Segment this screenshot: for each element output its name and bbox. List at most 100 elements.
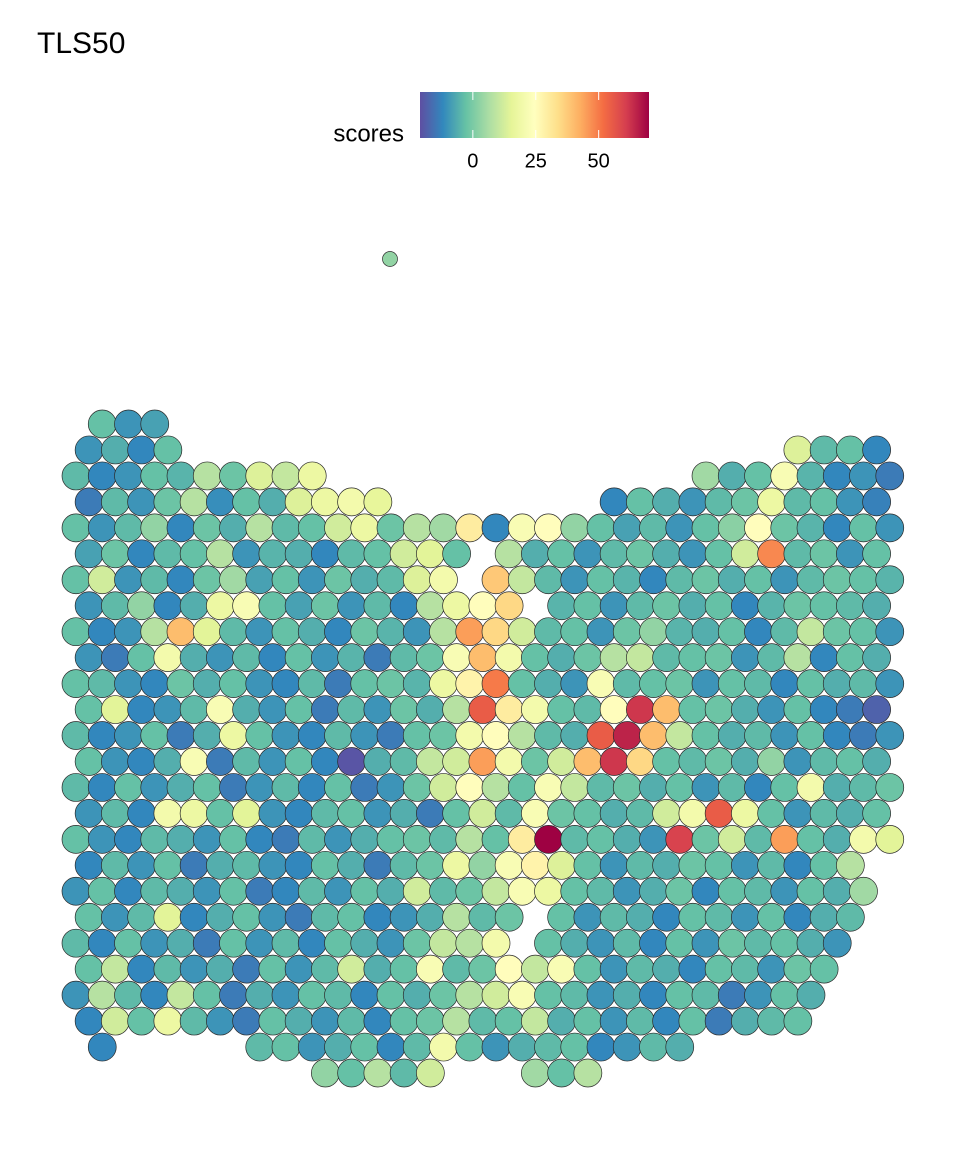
spot [822,461,852,491]
spot [678,850,708,880]
spot [206,487,235,517]
spot [757,954,786,984]
spot [429,565,458,595]
spot [665,825,695,854]
spot [232,539,261,569]
spot [389,643,419,672]
spot [271,721,301,750]
spot [481,980,511,1010]
spot [87,825,117,854]
spot [232,591,261,621]
spot [350,980,380,1010]
spot [639,928,668,958]
spot [376,721,406,750]
spot [271,825,301,854]
spot [691,980,721,1010]
spot [822,928,852,958]
spot [166,825,196,854]
spot [652,695,681,724]
spot [783,954,813,984]
spot [219,617,248,647]
spot [770,928,800,958]
spot [140,669,170,698]
spot [481,617,511,647]
spot [192,669,222,698]
spot [560,1032,590,1062]
spot [862,747,891,776]
spot [731,487,760,517]
spot [140,409,170,439]
spot [731,1006,760,1036]
spot [652,850,681,880]
spot [284,850,314,880]
spot [481,669,511,698]
spot [416,902,445,932]
spot [429,617,458,647]
spot [324,876,353,906]
spot [494,643,524,672]
spot [140,876,170,906]
spot [494,850,524,880]
spot [101,487,130,517]
spot [849,513,878,543]
spot [219,928,248,958]
spot [311,1058,340,1088]
spot [284,902,314,932]
spot [691,773,721,802]
spot [179,1006,209,1036]
spot [809,850,839,880]
spot [665,773,695,802]
spot [337,591,366,621]
spot [586,773,616,802]
spot [166,513,196,543]
spot [665,721,695,750]
spot [534,825,563,854]
spot [114,773,143,802]
spot [402,617,432,647]
spot [547,799,576,828]
spot [796,461,826,491]
spot [704,591,734,621]
spot [455,1032,485,1062]
spot [363,591,393,621]
spot [402,669,432,698]
spot [849,721,878,750]
spot [717,825,747,854]
spot [783,487,813,517]
spot [809,799,839,828]
spot [258,747,288,776]
spot [297,928,327,958]
spot [324,1032,353,1062]
spot [153,954,183,984]
spot [678,799,708,828]
spot [258,539,288,569]
spot [731,850,760,880]
spot [573,799,603,828]
spot [836,435,865,465]
spot [455,980,485,1010]
spot [297,825,327,854]
spot [586,565,616,595]
spot [61,721,91,750]
spot [875,461,905,491]
spot [271,669,301,698]
spot [166,461,196,491]
spot [560,513,590,543]
spot [612,1032,642,1062]
spot [416,799,445,828]
spot [324,513,353,543]
spot [586,617,616,647]
spot [206,799,235,828]
spot [153,799,183,828]
spot [232,799,261,828]
spot [468,954,498,984]
spot [416,747,445,776]
spot [744,980,773,1010]
spot [337,799,366,828]
spot [429,980,458,1010]
spot [153,902,183,932]
spot [258,850,288,880]
spot [586,928,616,958]
spot [232,643,261,672]
spot [284,1006,314,1036]
